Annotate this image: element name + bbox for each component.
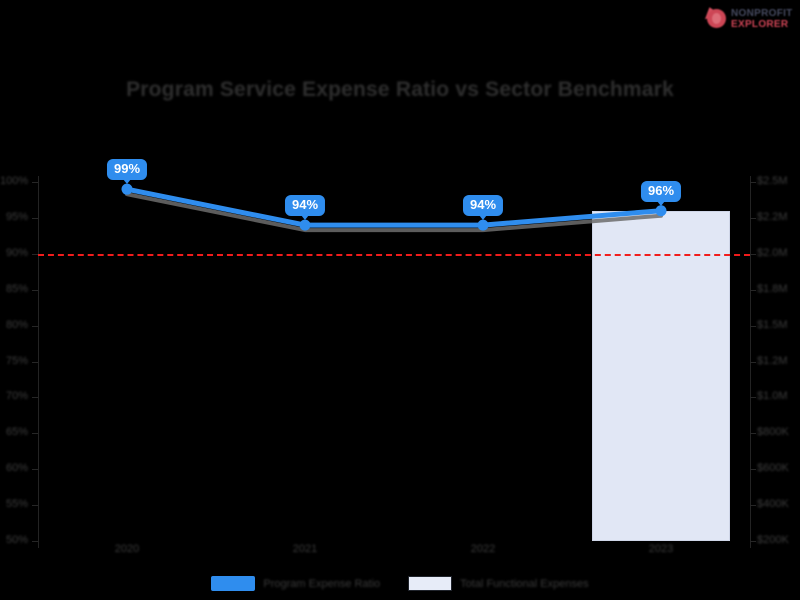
- y-tick-label-right: $1.0M: [757, 390, 788, 403]
- y-tick-right: [750, 217, 756, 219]
- y-tick-label-left: 95%: [5, 210, 28, 223]
- chart-title: Program Service Expense Ratio vs Sector …: [126, 78, 674, 101]
- y-tick-left: [32, 325, 38, 327]
- y-tick-right: [750, 469, 756, 471]
- y-tick-right: [750, 541, 756, 542]
- y-tick-label-left: 75%: [5, 354, 28, 367]
- x-tick-label: 2023: [648, 543, 674, 555]
- data-point-marker[interactable]: [121, 183, 133, 195]
- y-tick-left: [32, 541, 38, 542]
- y-tick-label-right: $1.2M: [757, 354, 788, 367]
- y-tick-right: [750, 253, 756, 255]
- legend-item-line[interactable]: Program Expense Ratio: [211, 576, 380, 591]
- legend-label-line: Program Expense Ratio: [263, 577, 381, 590]
- y-tick-left: [32, 361, 38, 363]
- legend-item-bar[interactable]: Total Functional Expenses: [408, 576, 589, 591]
- y-tick-right: [750, 433, 756, 435]
- data-label-badge: 96%: [640, 180, 682, 206]
- y-tick-right: [750, 289, 756, 291]
- y-tick-label-left: 100%: [0, 175, 29, 187]
- y-tick-label-right: $2.5M: [757, 175, 788, 187]
- chart-legend: Program Expense Ratio Total Functional E…: [0, 576, 800, 591]
- x-tick-label: 2022: [470, 543, 496, 555]
- y-tick-label-left: 50%: [5, 534, 28, 546]
- y-tick-left: [32, 289, 38, 291]
- bar-swatch-icon: [408, 576, 453, 591]
- data-point-marker[interactable]: [477, 219, 489, 231]
- bar[interactable]: [592, 210, 730, 541]
- data-label-badge: 99%: [106, 159, 148, 185]
- y-tick-right: [750, 325, 756, 327]
- y-tick-left: [32, 505, 38, 507]
- brand-logo-text: NONPROFIT EXPLORER: [731, 8, 793, 30]
- y-tick-label-right: $600K: [757, 462, 789, 475]
- y-tick-label-left: 80%: [5, 318, 28, 331]
- y-tick-label-right: $800K: [757, 426, 789, 439]
- brand-logo-line2: EXPLORER: [731, 19, 789, 30]
- line-swatch-icon: [211, 576, 256, 591]
- brand-logo-line1: NONPROFIT: [731, 8, 793, 19]
- brand-logo[interactable]: NONPROFIT EXPLORER: [701, 4, 795, 34]
- y-tick-label-left: 85%: [5, 282, 28, 295]
- benchmark-threshold-line: [38, 254, 750, 256]
- data-label-badge: 94%: [462, 195, 504, 221]
- y-tick-right: [750, 505, 756, 507]
- y-tick-left: [32, 182, 38, 183]
- flower-emblem-icon: [701, 4, 729, 32]
- y-tick-left: [32, 253, 38, 255]
- y-tick-left: [32, 217, 38, 219]
- y-tick-left: [32, 397, 38, 399]
- y-tick-label-left: 90%: [5, 246, 28, 259]
- x-tick-label: 2021: [292, 543, 318, 555]
- data-point-marker[interactable]: [655, 205, 667, 217]
- data-point-marker[interactable]: [299, 219, 311, 231]
- data-label-badge: 94%: [284, 195, 326, 221]
- y-tick-label-right: $1.8M: [757, 282, 788, 295]
- y-tick-label-right: $200K: [757, 534, 789, 546]
- y-tick-left: [32, 469, 38, 471]
- x-tick-label: 2020: [114, 543, 140, 555]
- y-tick-right: [750, 397, 756, 399]
- y-tick-label-left: 65%: [5, 426, 28, 439]
- y-tick-right: [750, 361, 756, 363]
- y-tick-label-right: $1.5M: [757, 318, 788, 331]
- legend-label-bar: Total Functional Expenses: [460, 577, 589, 590]
- y-tick-label-left: 70%: [5, 390, 28, 403]
- y-tick-right: [750, 182, 756, 183]
- y-tick-label-right: $2.2M: [757, 210, 788, 223]
- y-tick-label-right: $2.0M: [757, 246, 788, 259]
- y-tick-left: [32, 433, 38, 435]
- y-tick-label-left: 55%: [5, 498, 28, 511]
- y-tick-label-right: $400K: [757, 498, 789, 511]
- y-tick-label-left: 60%: [5, 462, 28, 475]
- y-axis-left: [38, 176, 39, 548]
